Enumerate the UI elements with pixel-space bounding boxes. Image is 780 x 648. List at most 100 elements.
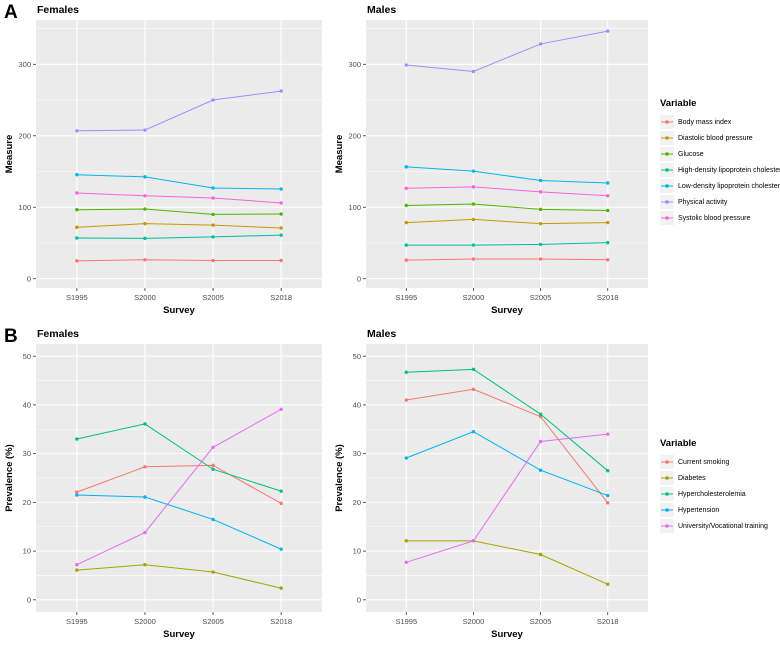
data-point bbox=[538, 468, 543, 472]
data-point bbox=[606, 493, 610, 498]
x-tick-label: S2000 bbox=[463, 293, 485, 302]
data-point bbox=[143, 221, 147, 226]
chart-b-females: Females 0 10 20 30 40 50 S1995 S2000 S2005 S2018 Su… bbox=[2, 324, 332, 648]
legend-key-icon bbox=[660, 163, 674, 177]
chart-title: Males bbox=[367, 328, 396, 340]
legend-title: Variable bbox=[660, 98, 697, 109]
data-point bbox=[471, 257, 476, 261]
data-point bbox=[143, 495, 147, 499]
data-point bbox=[211, 570, 215, 574]
series-line bbox=[76, 423, 282, 492]
y-tick-label: 50 bbox=[23, 352, 31, 361]
data-point bbox=[75, 563, 79, 567]
legend-b: Variable Current smoking Diabetes Hyperchol… bbox=[660, 324, 779, 648]
x-tick-label: S2005 bbox=[202, 293, 224, 302]
data-point bbox=[279, 187, 283, 191]
y-tick-label: 0 bbox=[27, 274, 31, 283]
y-tick-label: 300 bbox=[348, 60, 361, 69]
series-line bbox=[406, 433, 608, 563]
data-point bbox=[606, 208, 610, 213]
y-tick-label: 100 bbox=[348, 203, 361, 212]
series-line bbox=[76, 174, 282, 190]
series-line bbox=[406, 30, 608, 72]
series-line bbox=[76, 208, 282, 215]
data-point bbox=[211, 258, 215, 263]
data-point bbox=[75, 490, 79, 494]
legend-entry: Diabetes bbox=[660, 471, 706, 485]
legend-key-icon bbox=[660, 115, 674, 129]
legend-entry-label: Body mass index bbox=[678, 118, 732, 126]
y-tick-label: 0 bbox=[357, 595, 361, 604]
legend-key-icon bbox=[660, 503, 674, 517]
y-tick-label: 30 bbox=[23, 449, 31, 458]
legend-entry-label: Diastolic blood pressure bbox=[678, 134, 753, 142]
y-tick-label: 40 bbox=[23, 401, 31, 410]
y-tick-label: 20 bbox=[353, 498, 361, 507]
y-tick-label: 0 bbox=[27, 595, 31, 604]
data-point bbox=[279, 212, 283, 216]
series-line bbox=[406, 388, 609, 504]
data-point bbox=[404, 258, 408, 262]
y-tick-label: 20 bbox=[23, 498, 31, 507]
series-line bbox=[406, 431, 608, 497]
data-point bbox=[143, 422, 147, 426]
data-point bbox=[471, 69, 476, 74]
data-point bbox=[75, 568, 79, 572]
data-point bbox=[538, 221, 543, 226]
data-point bbox=[606, 501, 610, 505]
chart-a-females: Females 0 100 200 300 S1995 S2000 S2005 S2018 Sur… bbox=[2, 0, 332, 324]
panel-b: B Females 0 10 20 30 40 50 S1995 S2000 S2005 S2018… bbox=[0, 324, 780, 648]
data-point bbox=[211, 186, 215, 190]
data-point bbox=[211, 212, 215, 217]
series-line bbox=[76, 234, 282, 239]
series-line bbox=[76, 464, 282, 504]
legend-key-icon bbox=[660, 471, 674, 485]
data-point bbox=[404, 186, 408, 191]
data-point bbox=[471, 430, 476, 434]
legend-key-point bbox=[665, 476, 669, 480]
data-point bbox=[404, 398, 408, 402]
data-point bbox=[538, 242, 543, 247]
legend-entry-label: High-density lipoprotein cholesterol bbox=[678, 166, 780, 174]
series-line bbox=[406, 166, 608, 184]
series-line bbox=[76, 90, 282, 132]
axis-title-x: Survey bbox=[491, 305, 523, 316]
data-point bbox=[143, 465, 147, 469]
x-tick-label: S2018 bbox=[270, 293, 292, 302]
data-point bbox=[143, 258, 147, 262]
data-point bbox=[404, 220, 408, 225]
axis-title-y: Measure bbox=[4, 135, 15, 174]
axis-title-y: Measure bbox=[334, 135, 345, 174]
legend-key-point bbox=[665, 508, 669, 512]
series-line bbox=[406, 203, 608, 211]
data-point bbox=[143, 194, 147, 198]
data-point bbox=[279, 89, 283, 93]
legend-entry-label: Low-density lipoprotein cholesterol bbox=[678, 182, 780, 190]
legend-entry-label: Glucose bbox=[678, 150, 704, 158]
data-point bbox=[606, 220, 610, 225]
data-point bbox=[404, 560, 408, 564]
plot-panel bbox=[36, 20, 322, 288]
data-point bbox=[538, 439, 543, 444]
data-point bbox=[471, 217, 476, 222]
legend-entry: Physical activity bbox=[660, 195, 727, 209]
data-point bbox=[75, 173, 79, 177]
plot-panel bbox=[366, 20, 648, 288]
legend-key-point bbox=[665, 524, 669, 528]
x-tick-label: S2005 bbox=[530, 617, 552, 626]
data-point bbox=[211, 517, 215, 522]
panel-b-label: B bbox=[4, 326, 18, 347]
data-point bbox=[143, 530, 147, 535]
data-point bbox=[471, 243, 476, 247]
data-point bbox=[75, 225, 79, 229]
data-point bbox=[606, 468, 610, 473]
series-line bbox=[406, 242, 608, 246]
legend-key-icon bbox=[660, 131, 674, 145]
data-point bbox=[471, 185, 476, 189]
data-point bbox=[279, 407, 283, 411]
data-point bbox=[606, 432, 610, 436]
legend-a: Variable Body mass index Diastolic blood p… bbox=[660, 0, 780, 324]
series-line bbox=[406, 218, 608, 225]
data-point bbox=[75, 129, 79, 133]
